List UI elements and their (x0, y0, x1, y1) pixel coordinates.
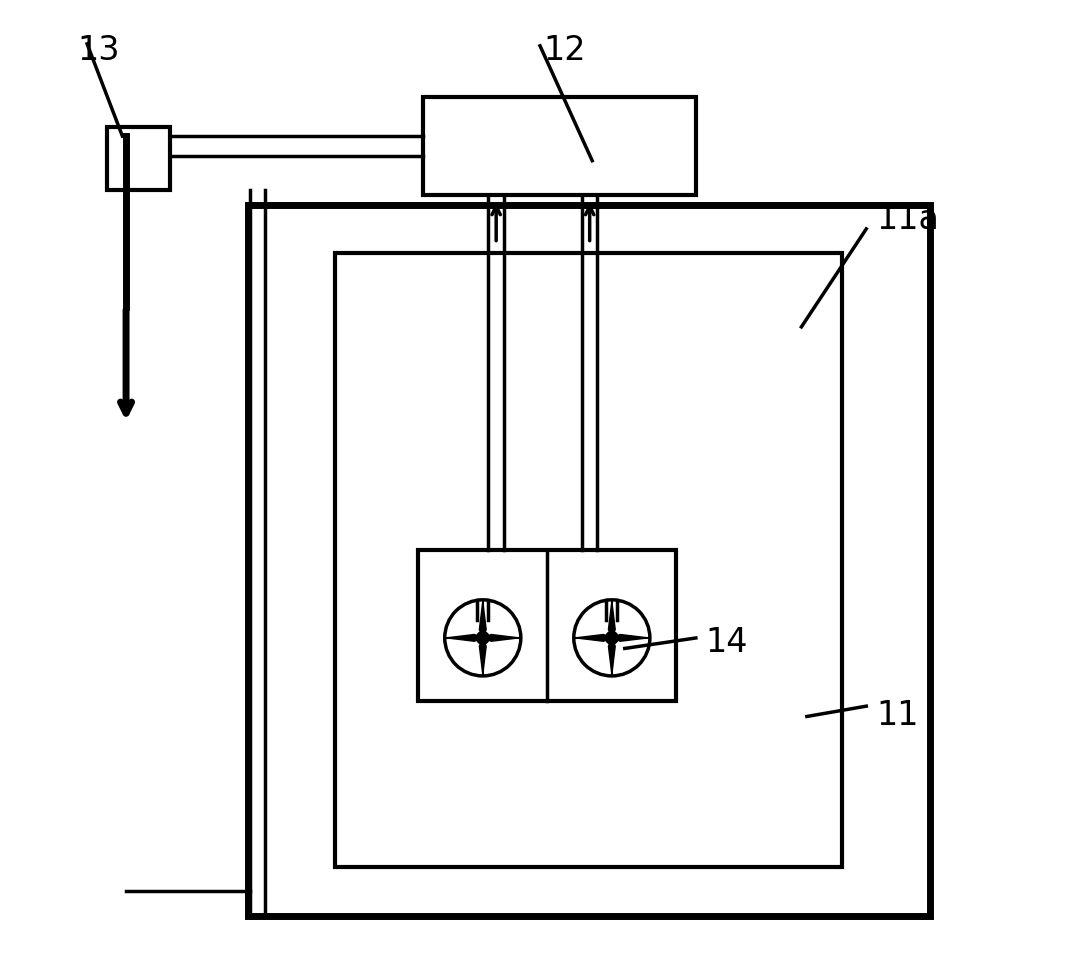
Polygon shape (576, 634, 612, 641)
Bar (107, 127, 170, 190)
Polygon shape (446, 634, 483, 641)
Text: 14: 14 (705, 626, 748, 659)
Polygon shape (612, 634, 648, 641)
Bar (423, 97, 696, 195)
Bar (247, 205, 930, 916)
Polygon shape (608, 602, 616, 638)
Circle shape (476, 631, 489, 644)
Bar (336, 253, 842, 867)
Text: 11a: 11a (876, 203, 939, 236)
Polygon shape (480, 602, 486, 638)
Bar (418, 550, 676, 701)
Polygon shape (483, 634, 519, 641)
Text: 11: 11 (876, 699, 918, 732)
Polygon shape (608, 638, 616, 674)
Polygon shape (480, 638, 486, 674)
Text: 12: 12 (543, 34, 585, 67)
Text: 13: 13 (78, 34, 120, 67)
Circle shape (606, 631, 618, 644)
